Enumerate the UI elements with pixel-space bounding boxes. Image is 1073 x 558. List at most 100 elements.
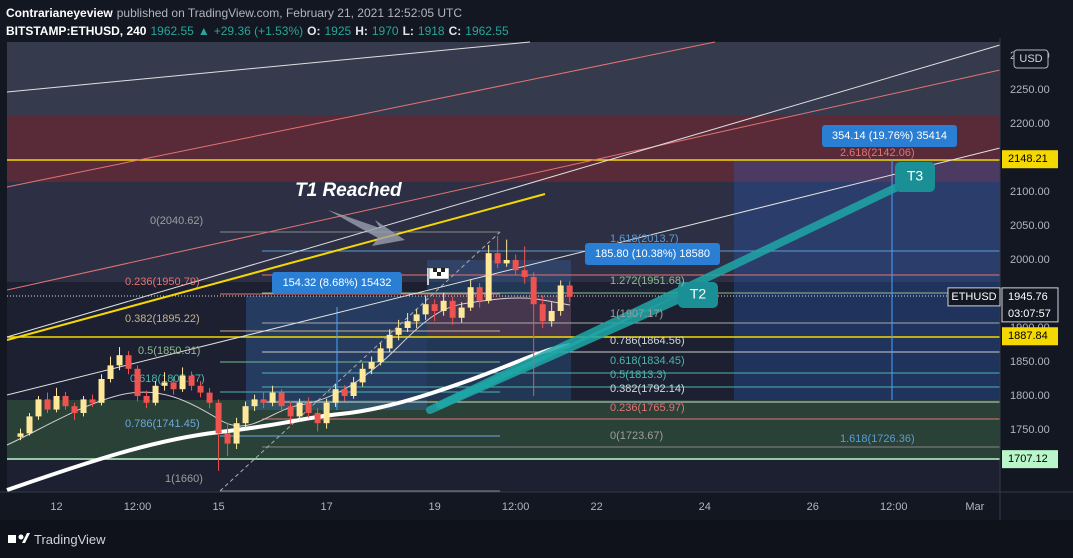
y-tick-label: 2050.00 xyxy=(1010,220,1050,232)
candle-body xyxy=(350,382,357,396)
channel-line xyxy=(6,41,531,93)
flag-check xyxy=(437,272,441,276)
candle-body xyxy=(413,314,420,322)
candle-body xyxy=(269,392,276,403)
candle-body xyxy=(431,304,438,311)
y-tick-label: 1800.00 xyxy=(1010,390,1050,402)
target-badge xyxy=(678,282,718,308)
target-badge xyxy=(895,162,935,192)
logo-part xyxy=(8,535,16,543)
candle-body xyxy=(530,276,537,305)
countdown: 03:07:57 xyxy=(1008,308,1051,320)
x-tick-label: 12 xyxy=(50,501,62,513)
fib-label: 0(2040.62) xyxy=(150,215,203,227)
fib-label: 1(1660) xyxy=(165,473,203,485)
candle-body xyxy=(152,385,159,403)
candle-body xyxy=(386,334,393,349)
channels xyxy=(6,41,1001,492)
measure-label: 154.32 (8.68%) 15432 xyxy=(283,277,392,289)
y-tick-label: 2250.00 xyxy=(1010,84,1050,96)
y-tick-label: 1750.00 xyxy=(1010,424,1050,436)
candle-body xyxy=(242,406,249,424)
fib-label: 0.618(1805.47) xyxy=(130,373,205,385)
candle-body xyxy=(143,395,150,403)
y-tick-label: 2100.00 xyxy=(1010,186,1050,198)
price-axis xyxy=(1000,38,1073,492)
candle-body xyxy=(332,389,339,403)
x-tick-label: 26 xyxy=(807,501,819,513)
candle-body xyxy=(512,259,519,271)
axis-layer: 1750.001800.001850.001900.001950.002000.… xyxy=(50,49,1059,513)
ohlc-label: C: xyxy=(448,24,462,38)
candle-body xyxy=(44,399,51,410)
currency: USD xyxy=(1019,53,1042,65)
symbol-label: ETHUSD xyxy=(951,291,996,303)
candle-body xyxy=(404,321,411,328)
candle-body xyxy=(98,378,105,403)
candle-body xyxy=(368,361,375,369)
price-badge xyxy=(1001,287,1059,323)
fib-label: 0.5(1850.31) xyxy=(138,345,200,357)
level-badge xyxy=(1002,450,1058,469)
candle-body xyxy=(215,402,222,434)
x-tick-label: 17 xyxy=(320,501,332,513)
candle-body xyxy=(17,433,24,437)
support-zone xyxy=(7,400,1000,460)
x-tick-label: 15 xyxy=(212,501,224,513)
fib-label: 1.272(1951.68) xyxy=(610,275,685,287)
fib-label: 0.382(1895.22) xyxy=(125,313,200,325)
measure-label: 354.14 (19.76%) 35414 xyxy=(832,130,947,142)
currency-box xyxy=(1013,49,1049,69)
x-tick-label: 22 xyxy=(591,501,603,513)
candle-body xyxy=(260,399,267,403)
fib-label: 2.618(2142.06) xyxy=(840,147,915,159)
author: Contrarianeyeview xyxy=(6,6,113,20)
fib-label: 0(1723.67) xyxy=(610,430,663,442)
candle-body xyxy=(71,406,78,413)
header-line: Contrarianeyeview published on TradingVie… xyxy=(6,4,509,22)
candle-body xyxy=(26,416,33,434)
candle-body xyxy=(539,304,546,322)
trend-line xyxy=(6,193,546,341)
candle-body xyxy=(278,392,285,407)
fib-label: 0.786(1741.45) xyxy=(125,418,200,430)
level-badge-label: 1707.12 xyxy=(1008,453,1048,465)
fib-label: 1.618(2013.7) xyxy=(610,233,679,245)
header-line: BITSTAMP:ETHUSD, 240 1962.55 ▲ +29.36 (+… xyxy=(6,22,509,40)
channel-line xyxy=(6,147,1001,396)
fib-label: 0.5(1813.3) xyxy=(610,369,666,381)
candle-body xyxy=(305,402,312,413)
candle-body xyxy=(116,355,123,366)
x-tick-label: 12:00 xyxy=(880,501,908,513)
candle-body xyxy=(341,389,348,396)
candle-body xyxy=(485,253,492,301)
candle-body xyxy=(170,382,177,390)
candle-body xyxy=(35,399,42,417)
ohlc-value: 1970 xyxy=(371,24,399,38)
candle-body xyxy=(548,310,555,322)
x-tick-label: Mar xyxy=(965,501,984,513)
candle-body xyxy=(188,375,195,386)
candle-body xyxy=(125,355,132,369)
logo-part xyxy=(22,533,30,543)
candle-body xyxy=(296,402,303,417)
ohlc-value: 1925 xyxy=(324,24,352,38)
channel-line xyxy=(6,44,1001,338)
candle-body xyxy=(233,423,240,444)
plot-area xyxy=(7,42,1000,492)
candle-body xyxy=(161,382,168,386)
x-tick-label: 24 xyxy=(699,501,711,513)
candle-body xyxy=(314,412,321,424)
channel-line xyxy=(6,69,1001,291)
ohlc-label: O: xyxy=(307,24,321,38)
target-label: T3 xyxy=(907,168,924,184)
measure-label-box xyxy=(585,243,720,265)
fib-label: 0.618(1834.45) xyxy=(610,355,685,367)
candle-body xyxy=(377,348,384,362)
measure-label-box xyxy=(272,272,402,294)
channel-line xyxy=(6,41,716,188)
y-tick-label: 2000.00 xyxy=(1010,254,1050,266)
channel-zone xyxy=(7,42,1000,115)
candle-body xyxy=(467,287,474,308)
